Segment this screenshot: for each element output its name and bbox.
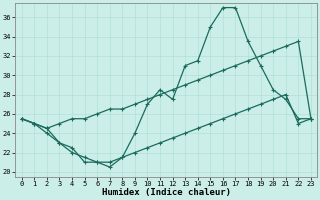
X-axis label: Humidex (Indice chaleur): Humidex (Indice chaleur) bbox=[102, 188, 231, 197]
